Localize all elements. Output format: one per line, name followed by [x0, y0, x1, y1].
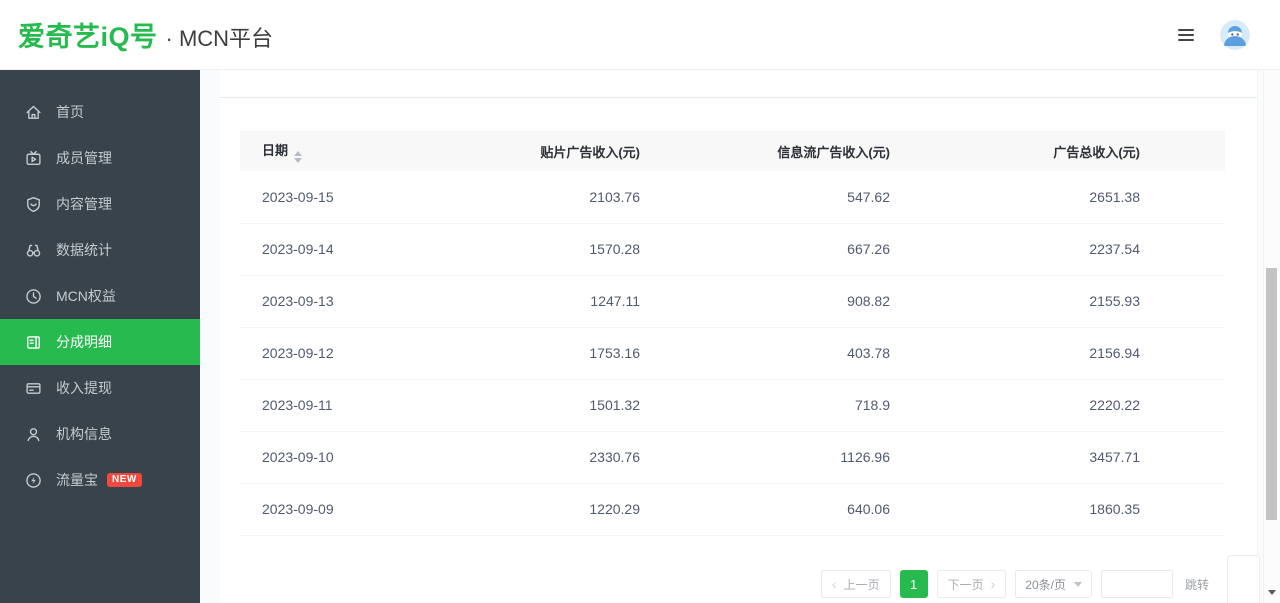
revenue-table-container: 日期 贴片广告收入(元) 信息流广告收入(元) 广告总收入(元) 2023-09…	[240, 131, 1225, 536]
cell-total: 2237.54	[1089, 241, 1140, 257]
sidebar-item-members[interactable]: 成员管理	[0, 135, 200, 181]
sidebar-item-label: 收入提现	[56, 380, 112, 396]
cell-preroll: 1220.29	[589, 501, 640, 517]
cell-total: 2651.38	[1089, 188, 1140, 205]
prev-page-button[interactable]: ‹ 上一页	[820, 570, 891, 598]
sidebar-item-label: 分成明细	[56, 334, 112, 350]
traffic-icon	[25, 472, 42, 489]
cell-total: 1860.35	[1089, 501, 1140, 517]
column-header-feed-income: 信息流广告收入(元)	[777, 144, 890, 160]
cell-total: 2156.94	[1089, 345, 1140, 361]
brand-suffix-text: · MCN平台	[165, 26, 274, 51]
user-avatar[interactable]	[1220, 19, 1250, 50]
cell-date: 2023-09-14	[262, 241, 334, 257]
jump-button[interactable]: 跳转	[1184, 577, 1209, 592]
hamburger-icon[interactable]	[1178, 28, 1194, 41]
revenue-table: 日期 贴片广告收入(元) 信息流广告收入(元) 广告总收入(元) 2023-09…	[240, 131, 1225, 536]
sidebar-item-label: 流量宝	[56, 472, 98, 488]
page-size-select[interactable]: 20条/页	[1015, 570, 1092, 598]
home-icon	[25, 104, 42, 121]
sidebar-item-label: MCN权益	[56, 288, 116, 304]
members-icon	[25, 150, 42, 167]
sidebar-item-home[interactable]: 首页	[0, 89, 200, 135]
column-header-date[interactable]: 日期	[240, 131, 490, 171]
scroll-down-arrow-icon[interactable]	[1268, 590, 1276, 595]
cell-feed: 547.62	[847, 188, 890, 205]
main-content: 日期 贴片广告收入(元) 信息流广告收入(元) 广告总收入(元) 2023-09…	[200, 70, 1280, 603]
rights-clock-icon	[25, 288, 42, 305]
cell-feed: 403.78	[847, 345, 890, 361]
sidebar-item-label: 首页	[56, 104, 84, 120]
scrollbar-thumb[interactable]	[1266, 268, 1277, 520]
cell-total: 2155.93	[1089, 293, 1140, 309]
table-row: 2023-09-12 1753.16 403.78 2156.94	[240, 327, 1225, 379]
cell-date: 2023-09-09	[262, 501, 334, 517]
cell-date: 2023-09-13	[262, 293, 334, 309]
cell-preroll: 1753.16	[589, 345, 640, 361]
cell-preroll: 1247.11	[590, 293, 640, 309]
sidebar-item-label: 内容管理	[56, 196, 112, 212]
sidebar-item-label: 机构信息	[56, 426, 112, 442]
page-scrollbar[interactable]	[1263, 70, 1280, 603]
platform-logo[interactable]: 爱奇艺iQ号 · MCN平台	[0, 15, 273, 54]
page-number-button[interactable]: 1	[899, 570, 928, 598]
cell-total: 2220.22	[1089, 397, 1140, 413]
sidebar-item-org-info[interactable]: 机构信息	[0, 411, 200, 457]
cell-total: 3457.71	[1089, 449, 1140, 465]
table-row: 2023-09-14 1570.28 667.26 2237.54	[240, 223, 1225, 275]
cell-date: 2023-09-15	[262, 188, 334, 205]
sidebar-item-content[interactable]: 内容管理	[0, 181, 200, 227]
cell-preroll: 1570.28	[589, 241, 640, 257]
chevron-down-icon	[1073, 581, 1082, 587]
sidebar-item-revenue-detail[interactable]: 分成明细	[0, 319, 200, 365]
sidebar-item-label: 数据统计	[56, 242, 112, 258]
sidebar-item-mcn-rights[interactable]: MCN权益	[0, 273, 200, 319]
table-row: 2023-09-15 2103.76 547.62 2651.38	[240, 171, 1225, 223]
sidebar-item-traffic[interactable]: 流量宝 NEW	[0, 457, 200, 503]
jump-page-input[interactable]	[1100, 570, 1173, 598]
top-header: 爱奇艺iQ号 · MCN平台	[0, 0, 1280, 70]
cell-preroll: 2330.76	[589, 449, 640, 465]
chevron-left-icon: ‹	[831, 576, 837, 592]
section-divider	[220, 97, 1257, 98]
pagination-bar: ‹ 上一页 1 下一页 › 20条/页 跳转	[820, 570, 1209, 598]
column-header-total-income: 广告总收入(元)	[1053, 144, 1140, 160]
content-card: 日期 贴片广告收入(元) 信息流广告收入(元) 广告总收入(元) 2023-09…	[220, 70, 1258, 603]
sidebar-item-label: 成员管理	[56, 150, 112, 166]
table-row: 2023-09-09 1220.29 640.06 1860.35	[240, 483, 1225, 535]
floating-panel	[1227, 555, 1260, 603]
sidebar-item-withdraw[interactable]: 收入提现	[0, 365, 200, 411]
table-row: 2023-09-10 2330.76 1126.96 3457.71	[240, 431, 1225, 483]
brand-text: 爱奇艺iQ号	[18, 22, 158, 52]
cell-feed: 1126.96	[840, 449, 890, 465]
cell-date: 2023-09-10	[262, 449, 334, 465]
chevron-right-icon: ›	[990, 576, 996, 592]
avatar-icon	[1220, 19, 1250, 50]
new-badge: NEW	[107, 473, 142, 487]
revenue-detail-icon	[25, 334, 42, 351]
cell-feed: 667.26	[847, 241, 890, 257]
sort-icon[interactable]	[294, 150, 303, 163]
cell-feed: 640.06	[847, 501, 890, 517]
cell-preroll: 2103.76	[589, 188, 640, 205]
sidebar-item-stats[interactable]: 数据统计	[0, 227, 200, 273]
cell-date: 2023-09-11	[262, 397, 333, 413]
cell-preroll: 1501.32	[589, 397, 640, 413]
cell-feed: 908.82	[847, 293, 890, 309]
next-page-button[interactable]: 下一页 ›	[936, 570, 1007, 598]
org-info-icon	[25, 426, 42, 443]
content-icon	[25, 196, 42, 213]
column-header-preroll-income: 贴片广告收入(元)	[540, 144, 640, 160]
cell-feed: 718.9	[854, 397, 890, 413]
table-header-row: 日期 贴片广告收入(元) 信息流广告收入(元) 广告总收入(元)	[240, 131, 1225, 171]
stats-icon	[25, 242, 42, 259]
header-actions	[1178, 0, 1250, 69]
sidebar-nav: 首页 成员管理 内容管理 数据统计	[0, 70, 200, 603]
cell-date: 2023-09-12	[262, 345, 334, 361]
table-row: 2023-09-11 1501.32 718.9 2220.22	[240, 379, 1225, 431]
withdraw-icon	[25, 380, 42, 397]
table-row: 2023-09-13 1247.11 908.82 2155.93	[240, 275, 1225, 327]
